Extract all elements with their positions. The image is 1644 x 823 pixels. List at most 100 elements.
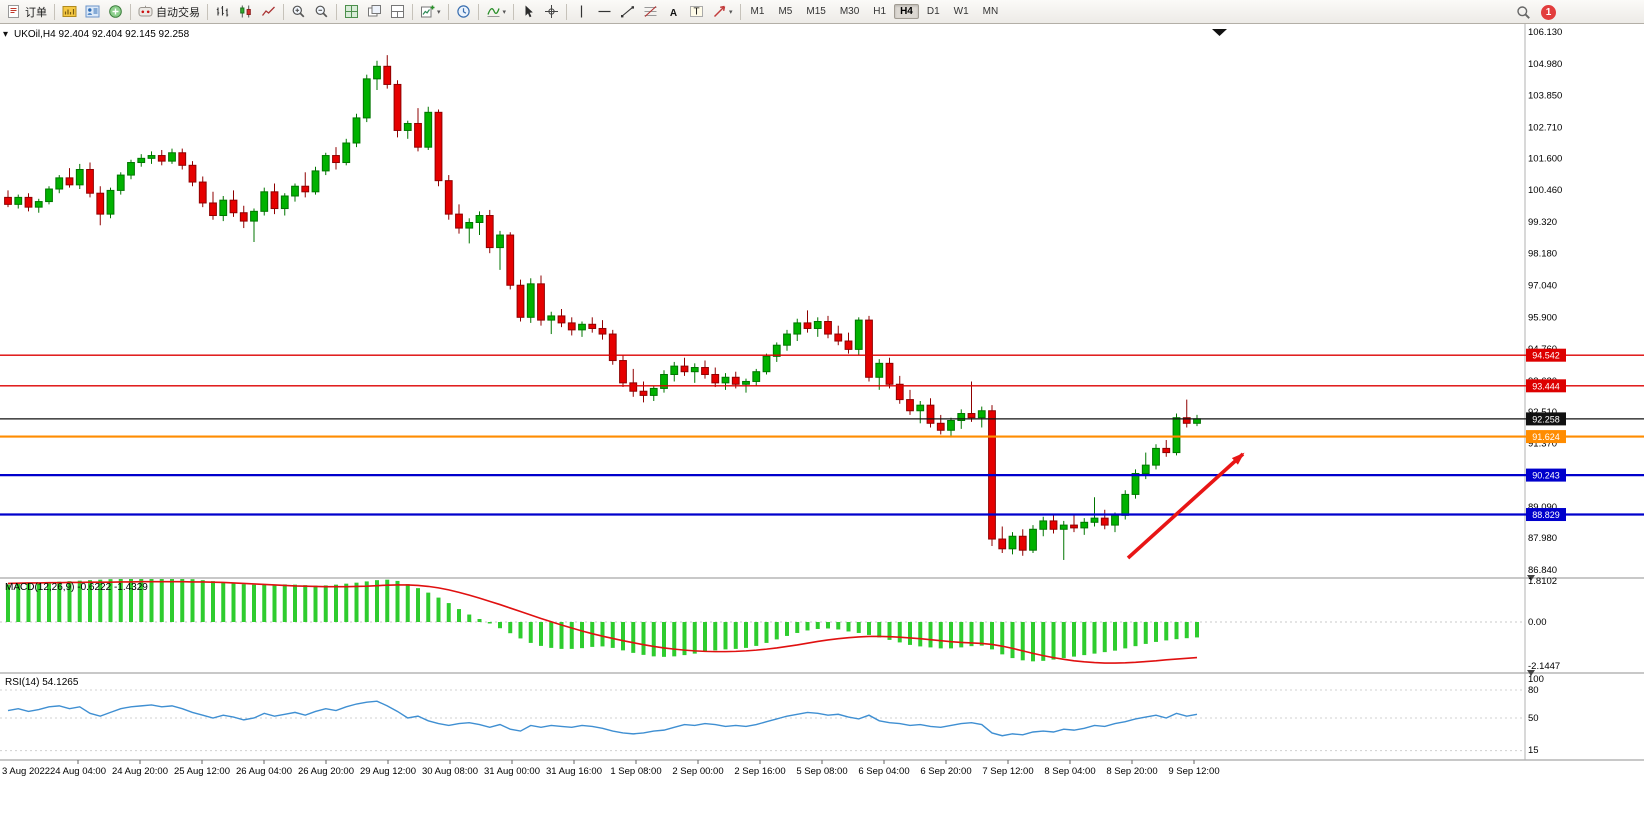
svg-text:31 Aug 00:00: 31 Aug 00:00 xyxy=(484,766,540,777)
fibonacci-tool-button[interactable] xyxy=(639,1,662,23)
indicators-button[interactable]: ▾ xyxy=(482,1,511,23)
toolbar-separator xyxy=(54,3,55,20)
order-icon xyxy=(7,4,22,19)
cascade-windows-button[interactable] xyxy=(363,1,386,23)
svg-text:30 Aug 08:00: 30 Aug 08:00 xyxy=(422,766,478,777)
label-tool-button[interactable]: T xyxy=(685,1,708,23)
timeframe-h4-button[interactable]: H4 xyxy=(894,4,919,19)
crosshair-tool-button[interactable] xyxy=(540,1,563,23)
svg-text:91.624: 91.624 xyxy=(1532,432,1560,442)
zoom-out-icon xyxy=(314,4,329,19)
svg-text:2 Sep 16:00: 2 Sep 16:00 xyxy=(734,766,785,777)
tile-windows-button[interactable] xyxy=(340,1,363,23)
charts-window-button[interactable] xyxy=(58,1,81,23)
zoom-out-button[interactable] xyxy=(310,1,333,23)
svg-text:50: 50 xyxy=(1528,713,1539,724)
cursor-tool-button[interactable] xyxy=(517,1,540,23)
svg-text:89.090: 89.090 xyxy=(1528,502,1557,513)
autotrading-icon xyxy=(138,4,153,19)
timeframe-w1-button[interactable]: W1 xyxy=(953,6,969,17)
svg-text:91.370: 91.370 xyxy=(1528,439,1557,450)
vertical-line-tool-button[interactable] xyxy=(570,1,593,23)
svg-text:95.900: 95.900 xyxy=(1528,312,1557,323)
cursor-icon xyxy=(521,4,536,19)
svg-text:1.8102: 1.8102 xyxy=(1528,576,1557,587)
tile-h-icon xyxy=(390,4,405,19)
toolbar-separator xyxy=(412,3,413,20)
trend-arrow-annotation[interactable] xyxy=(1126,452,1245,560)
toolbar-separator xyxy=(336,3,337,20)
svg-text:86.840: 86.840 xyxy=(1528,565,1557,576)
vline-icon xyxy=(574,4,589,19)
text-icon: A xyxy=(666,4,681,19)
line-chart-button[interactable] xyxy=(257,1,280,23)
toolbar-separator xyxy=(513,3,515,20)
svg-text:31 Aug 16:00: 31 Aug 16:00 xyxy=(546,766,602,777)
svg-text:25 Aug 12:00: 25 Aug 12:00 xyxy=(174,766,230,777)
line-icon xyxy=(261,4,276,19)
arrange-windows-button[interactable] xyxy=(386,1,409,23)
market-watch-button[interactable] xyxy=(81,1,104,23)
svg-text:103.850: 103.850 xyxy=(1528,91,1562,102)
data-window-button[interactable] xyxy=(104,1,127,23)
chart-window-icon xyxy=(62,4,77,19)
chart-shift-marker[interactable] xyxy=(1212,29,1227,36)
svg-text:80: 80 xyxy=(1528,685,1539,696)
new-chart-button[interactable]: ▾ xyxy=(416,1,445,23)
autotrading-button[interactable]: 自动交易 xyxy=(134,1,204,23)
svg-text:A: A xyxy=(670,8,677,19)
svg-text:9 Sep 12:00: 9 Sep 12:00 xyxy=(1168,766,1219,777)
svg-text:26 Aug 04:00: 26 Aug 04:00 xyxy=(236,766,292,777)
svg-text:92.510: 92.510 xyxy=(1528,407,1557,418)
resistance-red-badge xyxy=(1526,379,1566,393)
chevron-down-icon: ▾ xyxy=(437,8,441,16)
pane-resize-handle xyxy=(1527,575,1535,581)
shapes-tool-button[interactable]: ▾ xyxy=(708,1,737,23)
top-toolbar: 订单 自动交易 ▾ ▾ A T ▾ M1 M5 M15 M30 H1 H4 D1 W1 MN 1 xyxy=(0,0,1644,24)
toolbar-separator xyxy=(477,3,479,20)
current-price-badge xyxy=(1526,412,1566,426)
clock-icon xyxy=(456,4,471,19)
svg-text:3 Aug 2022: 3 Aug 2022 xyxy=(2,766,50,777)
timeframe-h1-button[interactable]: H1 xyxy=(873,6,887,17)
svg-text:5 Sep 08:00: 5 Sep 08:00 xyxy=(796,766,847,777)
svg-text:26 Aug 20:00: 26 Aug 20:00 xyxy=(298,766,354,777)
svg-text:100.460: 100.460 xyxy=(1528,185,1562,196)
timeframe-m15-button[interactable]: M15 xyxy=(806,6,826,17)
chevron-down-icon: ▾ xyxy=(502,8,507,16)
horizontal-line-tool-button[interactable] xyxy=(593,1,616,23)
new-order-button-label: 订单 xyxy=(25,6,47,19)
zoom-in-button[interactable] xyxy=(287,1,310,23)
timeframe-m30-button[interactable]: M30 xyxy=(839,6,860,17)
zoom-in-icon xyxy=(291,4,306,19)
timeframe-d1-button[interactable]: D1 xyxy=(926,6,940,17)
support-blue-badge xyxy=(1526,508,1566,522)
timeframe-mn-button[interactable]: MN xyxy=(982,6,999,17)
candlestick-chart-button[interactable] xyxy=(234,1,257,23)
chart-canvas[interactable]: 106.130 104.980 103.850 102.710 101.600 100.4… xyxy=(0,24,1644,818)
hline-icon xyxy=(597,4,612,19)
trendline-icon xyxy=(620,4,635,19)
svg-text:100: 100 xyxy=(1528,674,1544,685)
macd-signal-line xyxy=(7,580,1198,664)
price-levels xyxy=(0,354,1644,516)
svg-text:90.243: 90.243 xyxy=(1532,471,1560,481)
new-order-button[interactable]: 订单 xyxy=(3,1,51,23)
notifications-badge[interactable]: 1 xyxy=(1541,4,1556,20)
toolbar-buttons: 订单 自动交易 ▾ ▾ A T ▾ M1 M5 M15 M30 H1 H4 D1 W1 MN xyxy=(3,0,1005,23)
svg-text:104.980: 104.980 xyxy=(1528,59,1562,70)
toolbar-separator xyxy=(566,3,568,20)
svg-text:101.600: 101.600 xyxy=(1528,153,1562,164)
trendline-tool-button[interactable] xyxy=(616,1,639,23)
chevron-down-icon: ▾ xyxy=(729,8,733,16)
search-button[interactable] xyxy=(1512,1,1535,23)
macd-label: MACD(12,26,9) -0.6222 -1.4329 xyxy=(5,582,148,593)
timeframe-m1-button[interactable]: M1 xyxy=(750,6,765,17)
timeframe-m5-button[interactable]: M5 xyxy=(778,6,793,17)
period-clock-button[interactable] xyxy=(452,1,475,23)
macd-pane: 1.8102 0.00 -2.1447 xyxy=(0,576,1560,672)
rsi-label: RSI(14) 54.1265 xyxy=(5,677,79,688)
candles-icon xyxy=(238,4,253,19)
text-tool-button[interactable]: A xyxy=(662,1,685,23)
bar-chart-button[interactable] xyxy=(211,1,234,23)
